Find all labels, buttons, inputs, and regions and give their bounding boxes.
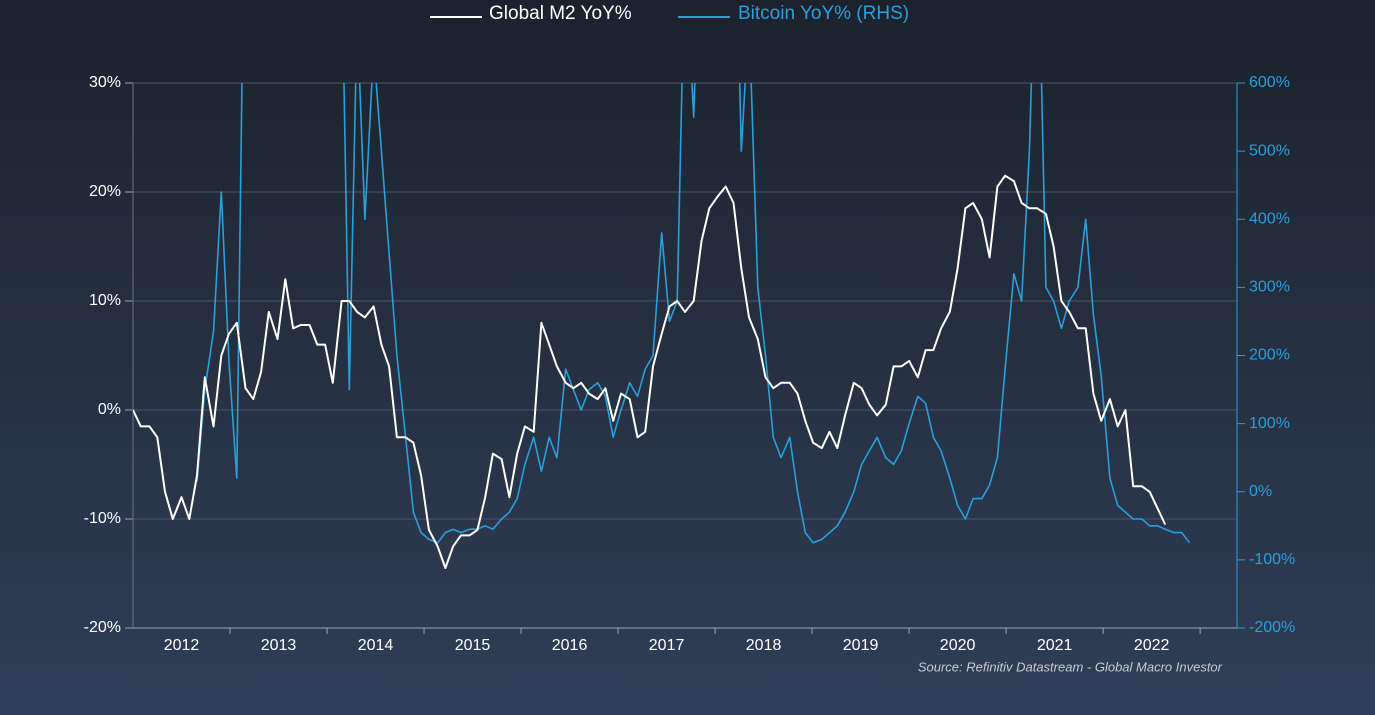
- x-tick-label: 2014: [358, 637, 394, 654]
- x-tick-label: 2017: [649, 637, 685, 654]
- x-tick-label: 2019: [843, 637, 879, 654]
- legend-label: Global M2 YoY%: [489, 3, 632, 24]
- y2-tick-label: -200%: [1249, 619, 1295, 636]
- y-tick-label: 30%: [89, 74, 121, 91]
- source-note: Source: Refinitiv Datastream - Global Ma…: [918, 659, 1223, 674]
- x-tick-label: 2018: [746, 637, 782, 654]
- x-tick-label: 2016: [552, 637, 588, 654]
- y2-tick-label: 600%: [1249, 74, 1290, 91]
- y2-tick-label: 200%: [1249, 347, 1290, 364]
- y-tick-label: 10%: [89, 292, 121, 309]
- x-tick-label: 2013: [261, 637, 297, 654]
- y2-tick-label: -100%: [1249, 551, 1295, 568]
- x-tick-label: 2020: [940, 637, 976, 654]
- series-line: [133, 174, 1167, 569]
- y-tick-label: -20%: [84, 619, 121, 636]
- x-tick-label: 2021: [1037, 637, 1073, 654]
- x-tick-label: 2012: [164, 637, 200, 654]
- y-tick-label: 0%: [98, 401, 121, 418]
- plot-area: [133, 83, 1191, 569]
- x-tick-label: 2015: [455, 637, 491, 654]
- legend-label: Bitcoin YoY% (RHS): [738, 3, 909, 24]
- y2-tick-label: 0%: [1249, 483, 1272, 500]
- y2-tick-label: 400%: [1249, 210, 1290, 227]
- series-line: [196, 83, 1191, 544]
- y-tick-label: 20%: [89, 183, 121, 200]
- y-tick-label: -10%: [84, 510, 121, 527]
- x-tick-label: 2022: [1134, 637, 1170, 654]
- y2-tick-label: 300%: [1249, 279, 1290, 296]
- y2-tick-label: 100%: [1249, 415, 1290, 432]
- y2-tick-label: 500%: [1249, 142, 1290, 159]
